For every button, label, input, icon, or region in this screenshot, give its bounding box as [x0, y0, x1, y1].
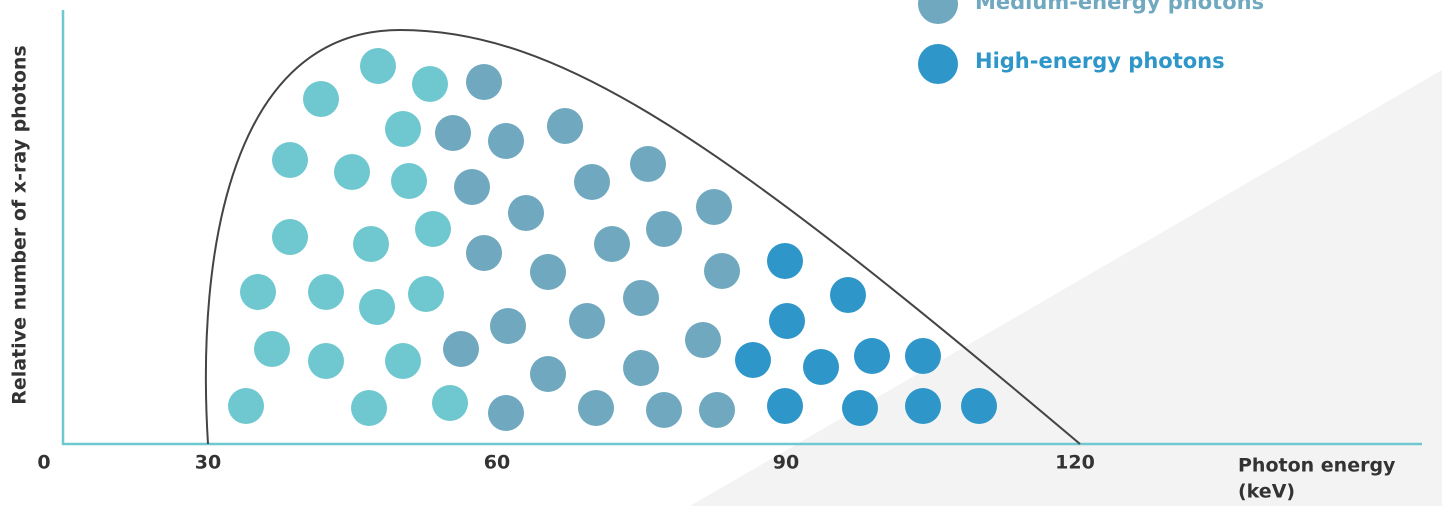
- photon-dot: [704, 253, 740, 289]
- photon-dot: [488, 395, 524, 431]
- photon-dot: [578, 390, 614, 426]
- photon-dot: [685, 322, 721, 358]
- photon-dot: [432, 385, 468, 421]
- x-tick-label: 60: [484, 452, 510, 474]
- photon-dot: [272, 219, 308, 255]
- photon-dot: [803, 349, 839, 385]
- photon-dot: [623, 280, 659, 316]
- spectrum-curve: [204, 28, 1081, 445]
- background-shape: [690, 70, 1442, 506]
- photon-dot: [240, 274, 276, 310]
- photon-dot: [735, 342, 771, 378]
- x-axis-label: Photon energy: [1238, 455, 1396, 477]
- photon-dot: [488, 123, 524, 159]
- photon-dot: [830, 277, 866, 313]
- photon-dot: [905, 388, 941, 424]
- photon-dot: [466, 64, 502, 100]
- photon-dot: [272, 142, 308, 178]
- legend-swatch: [918, 0, 958, 24]
- legend-swatch: [918, 44, 958, 84]
- photon-dot: [508, 195, 544, 231]
- photon-dot: [623, 350, 659, 386]
- photon-dot: [630, 146, 666, 182]
- photon-dot: [769, 303, 805, 339]
- photon-dot: [530, 254, 566, 290]
- photon-dot: [454, 169, 490, 205]
- photon-dot: [842, 390, 878, 426]
- photon-dot: [646, 392, 682, 428]
- photon-dot: [351, 390, 387, 426]
- y-axis-label: Relative number of x-ray photons: [9, 45, 31, 405]
- photon-dot: [385, 343, 421, 379]
- photon-dot: [359, 289, 395, 325]
- photon-dot: [767, 243, 803, 279]
- photon-dot: [254, 331, 290, 367]
- photon-dot: [443, 331, 479, 367]
- photon-dot: [699, 392, 735, 428]
- photon-dot: [530, 356, 566, 392]
- photon-dot: [415, 211, 451, 247]
- photon-dot: [696, 189, 732, 225]
- photon-dot: [385, 111, 421, 147]
- photon-dot: [228, 388, 264, 424]
- x-tick-label: 30: [195, 452, 221, 474]
- photon-dot: [334, 154, 370, 190]
- photon-dot: [490, 308, 526, 344]
- x-tick-label: 120: [1055, 452, 1095, 474]
- photon-dot: [408, 276, 444, 312]
- photon-dot: [961, 388, 997, 424]
- legend-label: High-energy photons: [975, 49, 1225, 73]
- photon-dot: [905, 338, 941, 374]
- photon-dot: [574, 164, 610, 200]
- photon-dot: [646, 211, 682, 247]
- legend-label: Medium-energy photons: [975, 0, 1264, 14]
- x-axis-label: (keV): [1238, 481, 1295, 503]
- photon-dot: [391, 163, 427, 199]
- photon-dot: [360, 48, 396, 84]
- photon-dot: [854, 338, 890, 374]
- photon-dot: [308, 343, 344, 379]
- photon-dot: [569, 303, 605, 339]
- photon-dot: [435, 115, 471, 151]
- x-tick-label: 90: [773, 452, 799, 474]
- photon-dot: [412, 66, 448, 102]
- photon-dot: [466, 235, 502, 271]
- photon-dot: [353, 226, 389, 262]
- photon-dot: [547, 108, 583, 144]
- photon-dot: [594, 226, 630, 262]
- photon-dots: [228, 48, 997, 431]
- photon-dot: [303, 81, 339, 117]
- x-tick-label: 0: [37, 452, 50, 474]
- photon-dot: [308, 274, 344, 310]
- photon-dot: [767, 388, 803, 424]
